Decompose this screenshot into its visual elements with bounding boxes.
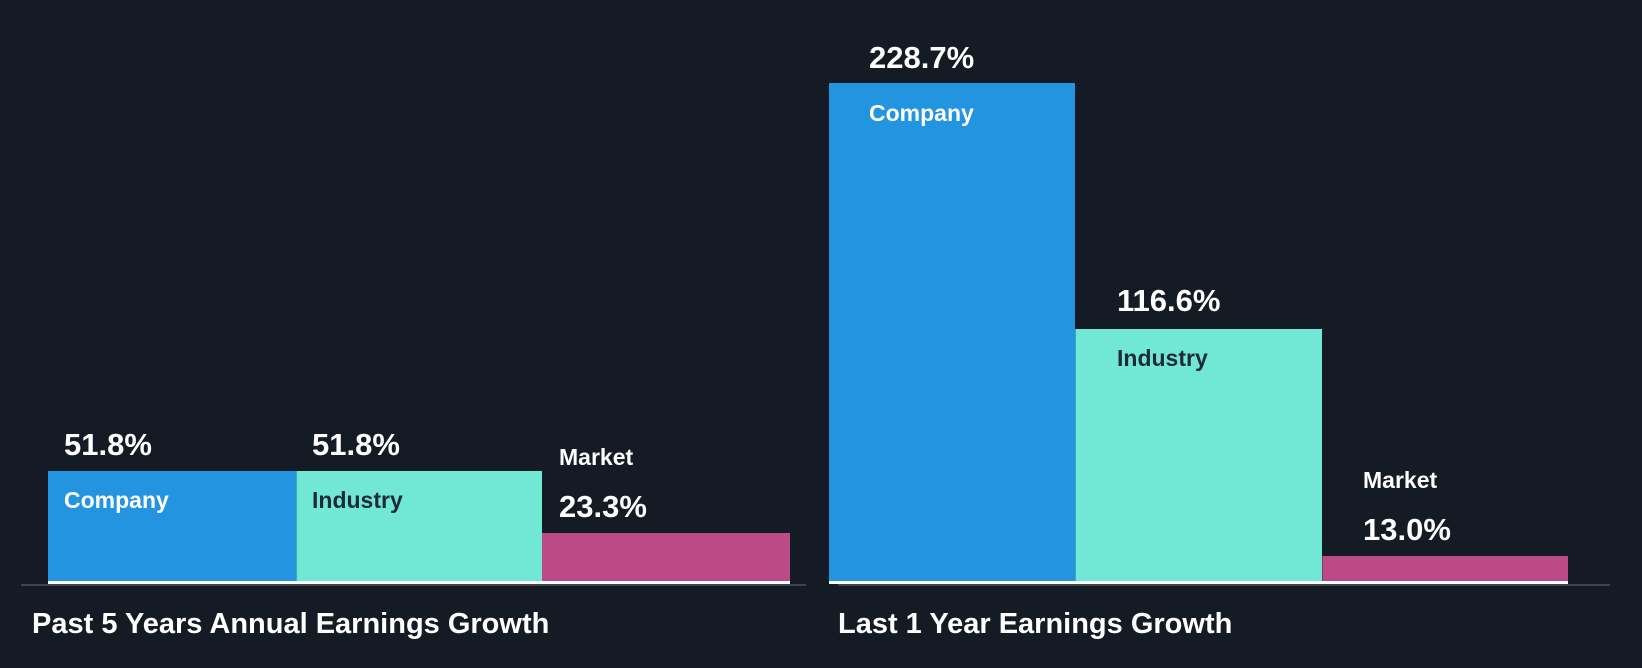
- x-axis: [21, 584, 806, 586]
- industry-value: 51.8%: [312, 427, 400, 462]
- company-value: 51.8%: [64, 427, 152, 462]
- company-value: 228.7%: [869, 40, 975, 75]
- bar-market: [542, 533, 790, 584]
- industry-label: Industry: [312, 487, 403, 513]
- market-label: Market: [1363, 467, 1438, 493]
- bar-market: [1322, 556, 1568, 584]
- market-value: 13.0%: [1363, 512, 1451, 547]
- baseline: [48, 581, 790, 584]
- company-label: Company: [64, 487, 169, 513]
- chart-title: Past 5 Years Annual Earnings Growth: [32, 608, 550, 640]
- bar-company: [829, 83, 1075, 584]
- industry-value: 116.6%: [1117, 283, 1221, 318]
- industry-label: Industry: [1117, 345, 1208, 371]
- company-label: Company: [869, 100, 974, 126]
- bar-industry: [296, 471, 542, 584]
- market-label: Market: [559, 444, 634, 470]
- chart-title: Last 1 Year Earnings Growth: [838, 608, 1233, 640]
- bar-company: [48, 471, 296, 584]
- baseline: [829, 581, 1568, 584]
- x-axis: [838, 584, 1610, 586]
- bar-industry: [1075, 329, 1322, 584]
- market-value: 23.3%: [559, 489, 647, 524]
